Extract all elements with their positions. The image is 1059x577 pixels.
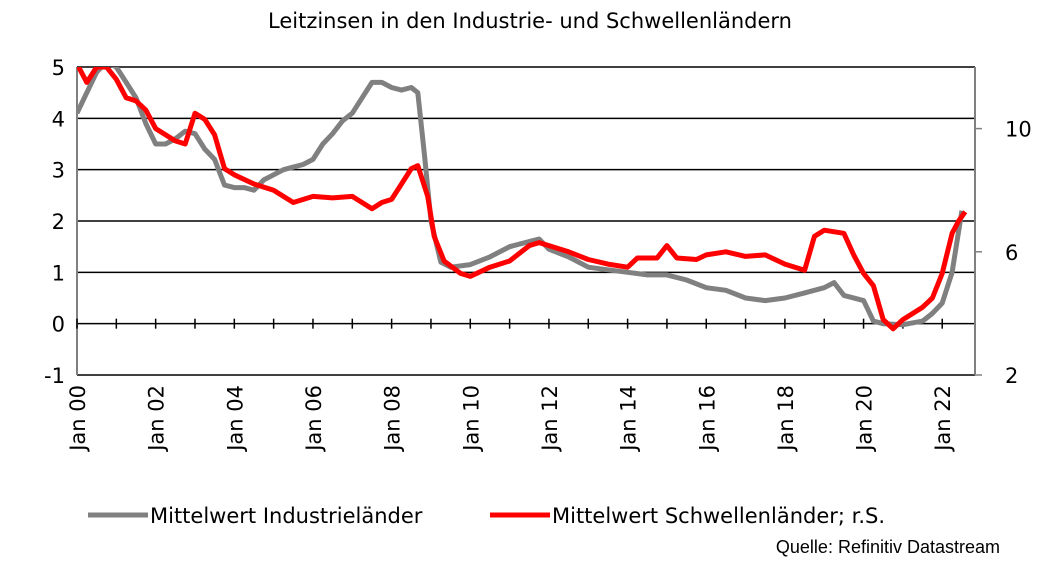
x-tick-label: Jan 10: [459, 385, 483, 453]
x-tick-label: Jan 00: [66, 385, 90, 453]
x-tick-label: Jan 12: [538, 385, 562, 453]
series-line: [77, 67, 965, 328]
x-tick-label: Jan 08: [381, 385, 405, 453]
x-tick-label: Jan 06: [302, 385, 326, 453]
y-tick-label: 1: [52, 261, 65, 285]
x-tick-label: Jan 22: [931, 385, 955, 453]
source: Quelle: Refinitiv Datastream: [776, 537, 1000, 557]
y2-tick-label: 2: [1005, 364, 1018, 388]
x-tick-label: Jan 14: [617, 385, 641, 453]
x-tick-label: Jan 20: [853, 385, 877, 453]
y-tick-label: 3: [52, 159, 65, 183]
y-tick-label: 0: [52, 313, 65, 337]
x-tick-label: Jan 16: [695, 385, 719, 453]
series-line: [77, 67, 968, 332]
y-tick-label: 2: [52, 210, 65, 234]
y-tick-label: -1: [44, 364, 65, 388]
x-tick-label: Jan 18: [774, 385, 798, 453]
y2-tick-label: 10: [1005, 118, 1032, 142]
legend-label: Mittelwert Industrieländer: [150, 504, 423, 528]
y-tick-label: 5: [52, 56, 65, 80]
x-tick-label: Jan 02: [145, 385, 169, 453]
plot-area: [77, 67, 968, 332]
y-tick-label: 4: [52, 107, 65, 131]
x-tick-label: Jan 04: [223, 385, 247, 453]
chart-title: Leitzinsen in den Industrie- und Schwell…: [268, 9, 792, 33]
y2-tick-label: 6: [1005, 241, 1018, 265]
legend-label: Mittelwert Schwellenländer; r.S.: [552, 504, 885, 528]
